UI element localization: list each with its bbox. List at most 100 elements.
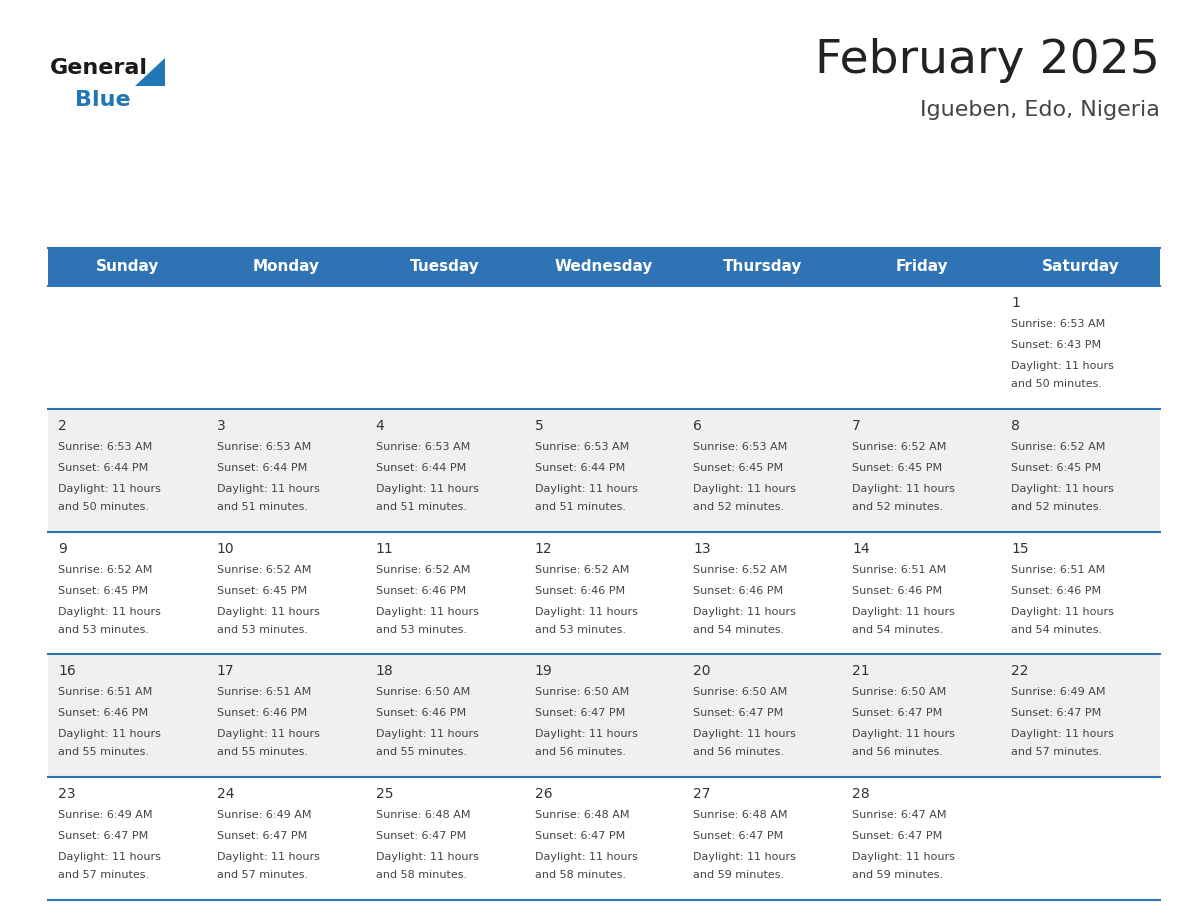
Text: Friday: Friday	[896, 260, 948, 274]
Text: Daylight: 11 hours: Daylight: 11 hours	[852, 484, 955, 494]
Text: 4: 4	[375, 419, 385, 432]
Text: 24: 24	[217, 788, 234, 801]
Text: and 55 minutes.: and 55 minutes.	[375, 747, 467, 757]
Text: and 54 minutes.: and 54 minutes.	[852, 624, 943, 634]
Text: Daylight: 11 hours: Daylight: 11 hours	[217, 607, 320, 617]
Text: Sunrise: 6:52 AM: Sunrise: 6:52 AM	[535, 565, 628, 575]
Text: Daylight: 11 hours: Daylight: 11 hours	[535, 607, 638, 617]
Text: Sunset: 6:46 PM: Sunset: 6:46 PM	[694, 586, 784, 596]
Text: and 59 minutes.: and 59 minutes.	[694, 870, 784, 880]
Text: Daylight: 11 hours: Daylight: 11 hours	[1011, 730, 1114, 739]
Text: 25: 25	[375, 788, 393, 801]
Text: and 54 minutes.: and 54 minutes.	[1011, 624, 1102, 634]
Text: Sunrise: 6:52 AM: Sunrise: 6:52 AM	[375, 565, 470, 575]
Text: Daylight: 11 hours: Daylight: 11 hours	[58, 730, 160, 739]
Text: Daylight: 11 hours: Daylight: 11 hours	[1011, 484, 1114, 494]
Text: Saturday: Saturday	[1042, 260, 1119, 274]
Text: and 50 minutes.: and 50 minutes.	[1011, 379, 1102, 389]
Text: Sunset: 6:45 PM: Sunset: 6:45 PM	[58, 586, 148, 596]
Text: Sunrise: 6:52 AM: Sunrise: 6:52 AM	[58, 565, 152, 575]
Text: Sunrise: 6:50 AM: Sunrise: 6:50 AM	[375, 688, 470, 698]
Text: 20: 20	[694, 665, 710, 678]
Bar	[48, 286, 1159, 409]
Text: February 2025: February 2025	[815, 38, 1159, 83]
Text: Daylight: 11 hours: Daylight: 11 hours	[535, 730, 638, 739]
Text: Sunrise: 6:51 AM: Sunrise: 6:51 AM	[217, 688, 311, 698]
Text: 21: 21	[852, 665, 870, 678]
Text: Daylight: 11 hours: Daylight: 11 hours	[535, 484, 638, 494]
Text: and 51 minutes.: and 51 minutes.	[535, 502, 626, 512]
Text: 7: 7	[852, 419, 861, 432]
Text: 16: 16	[58, 665, 76, 678]
Text: 27: 27	[694, 788, 710, 801]
Text: 28: 28	[852, 788, 870, 801]
Text: Sunset: 6:47 PM: Sunset: 6:47 PM	[375, 831, 466, 841]
Text: Sunset: 6:45 PM: Sunset: 6:45 PM	[694, 463, 784, 473]
Text: Blue: Blue	[75, 90, 131, 110]
Text: and 57 minutes.: and 57 minutes.	[1011, 747, 1102, 757]
Text: 19: 19	[535, 665, 552, 678]
Text: Sunset: 6:46 PM: Sunset: 6:46 PM	[1011, 586, 1101, 596]
Text: Sunrise: 6:51 AM: Sunrise: 6:51 AM	[852, 565, 947, 575]
Text: Daylight: 11 hours: Daylight: 11 hours	[694, 484, 796, 494]
Bar	[48, 532, 1159, 655]
Text: 18: 18	[375, 665, 393, 678]
Text: Sunset: 6:47 PM: Sunset: 6:47 PM	[535, 831, 625, 841]
Text: Sunset: 6:47 PM: Sunset: 6:47 PM	[852, 831, 942, 841]
Text: 17: 17	[217, 665, 234, 678]
Text: Sunrise: 6:49 AM: Sunrise: 6:49 AM	[1011, 688, 1106, 698]
Text: Sunrise: 6:47 AM: Sunrise: 6:47 AM	[852, 811, 947, 820]
Text: Sunset: 6:43 PM: Sunset: 6:43 PM	[1011, 340, 1101, 350]
Text: Sunset: 6:44 PM: Sunset: 6:44 PM	[535, 463, 625, 473]
Text: Daylight: 11 hours: Daylight: 11 hours	[1011, 607, 1114, 617]
Text: Daylight: 11 hours: Daylight: 11 hours	[58, 852, 160, 862]
Text: and 57 minutes.: and 57 minutes.	[58, 870, 150, 880]
Text: and 51 minutes.: and 51 minutes.	[375, 502, 467, 512]
Text: Sunrise: 6:53 AM: Sunrise: 6:53 AM	[535, 442, 628, 452]
Text: Sunrise: 6:49 AM: Sunrise: 6:49 AM	[58, 811, 152, 820]
Text: Sunrise: 6:53 AM: Sunrise: 6:53 AM	[375, 442, 470, 452]
Text: Sunset: 6:47 PM: Sunset: 6:47 PM	[694, 831, 784, 841]
Text: Daylight: 11 hours: Daylight: 11 hours	[535, 852, 638, 862]
Text: 5: 5	[535, 419, 543, 432]
Text: Sunset: 6:44 PM: Sunset: 6:44 PM	[217, 463, 308, 473]
Text: Sunrise: 6:52 AM: Sunrise: 6:52 AM	[1011, 442, 1106, 452]
Text: Sunset: 6:46 PM: Sunset: 6:46 PM	[375, 709, 466, 719]
Text: and 56 minutes.: and 56 minutes.	[694, 747, 784, 757]
Text: and 52 minutes.: and 52 minutes.	[694, 502, 784, 512]
Text: Monday: Monday	[253, 260, 320, 274]
Text: 6: 6	[694, 419, 702, 432]
Text: Sunset: 6:44 PM: Sunset: 6:44 PM	[375, 463, 466, 473]
Text: 10: 10	[217, 542, 234, 555]
Text: Daylight: 11 hours: Daylight: 11 hours	[694, 852, 796, 862]
Text: Sunrise: 6:52 AM: Sunrise: 6:52 AM	[852, 442, 947, 452]
Text: Daylight: 11 hours: Daylight: 11 hours	[375, 852, 479, 862]
Text: Sunrise: 6:53 AM: Sunrise: 6:53 AM	[217, 442, 311, 452]
Text: Sunrise: 6:52 AM: Sunrise: 6:52 AM	[217, 565, 311, 575]
Text: Sunset: 6:45 PM: Sunset: 6:45 PM	[852, 463, 942, 473]
Text: Sunset: 6:46 PM: Sunset: 6:46 PM	[58, 709, 148, 719]
Text: Sunrise: 6:53 AM: Sunrise: 6:53 AM	[694, 442, 788, 452]
Text: 22: 22	[1011, 665, 1029, 678]
Text: Sunrise: 6:48 AM: Sunrise: 6:48 AM	[694, 811, 788, 820]
Bar	[48, 409, 1159, 532]
Text: Thursday: Thursday	[723, 260, 803, 274]
Text: 15: 15	[1011, 542, 1029, 555]
Text: Sunset: 6:47 PM: Sunset: 6:47 PM	[217, 831, 308, 841]
Text: and 57 minutes.: and 57 minutes.	[217, 870, 308, 880]
Text: and 51 minutes.: and 51 minutes.	[217, 502, 308, 512]
Text: and 53 minutes.: and 53 minutes.	[217, 624, 308, 634]
Text: and 55 minutes.: and 55 minutes.	[217, 747, 308, 757]
Text: Daylight: 11 hours: Daylight: 11 hours	[852, 607, 955, 617]
Text: Sunset: 6:45 PM: Sunset: 6:45 PM	[1011, 463, 1101, 473]
Text: Sunset: 6:47 PM: Sunset: 6:47 PM	[852, 709, 942, 719]
Text: Sunset: 6:47 PM: Sunset: 6:47 PM	[694, 709, 784, 719]
Text: and 58 minutes.: and 58 minutes.	[535, 870, 626, 880]
Text: Sunset: 6:47 PM: Sunset: 6:47 PM	[1011, 709, 1101, 719]
Text: 13: 13	[694, 542, 712, 555]
Bar	[48, 655, 1159, 778]
Text: 11: 11	[375, 542, 393, 555]
Text: Sunrise: 6:48 AM: Sunrise: 6:48 AM	[535, 811, 630, 820]
Text: Tuesday: Tuesday	[410, 260, 480, 274]
Text: and 58 minutes.: and 58 minutes.	[375, 870, 467, 880]
